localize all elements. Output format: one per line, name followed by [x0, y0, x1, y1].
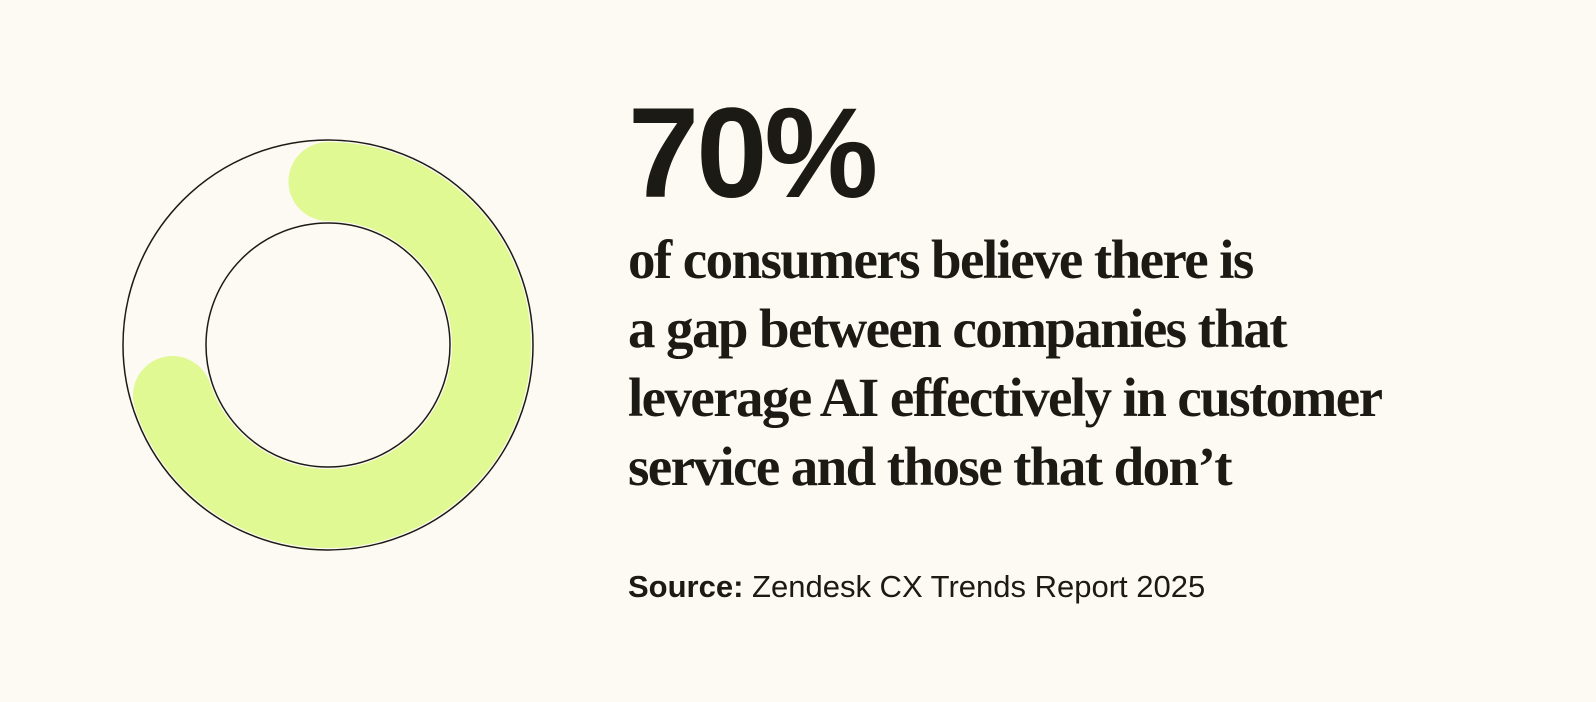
source-label: Source: — [628, 569, 743, 604]
description: of consumers believe there is a gap betwe… — [628, 229, 1384, 497]
value-label: 70% — [628, 82, 875, 225]
description-line: a gap between companies that — [628, 298, 1288, 359]
description-line: of consumers believe there is — [628, 229, 1254, 290]
source: Source: Zendesk CX Trends Report 2025 — [628, 569, 1205, 604]
description-line: leverage AI effectively in customer — [628, 367, 1383, 428]
description-line: service and those that don’t — [628, 436, 1233, 497]
donut-inner-ring — [205, 222, 451, 468]
donut-outer-ring — [122, 139, 534, 551]
donut-segment — [133, 142, 531, 548]
donut — [122, 139, 534, 551]
source-text: Zendesk CX Trends Report 2025 — [752, 569, 1205, 604]
